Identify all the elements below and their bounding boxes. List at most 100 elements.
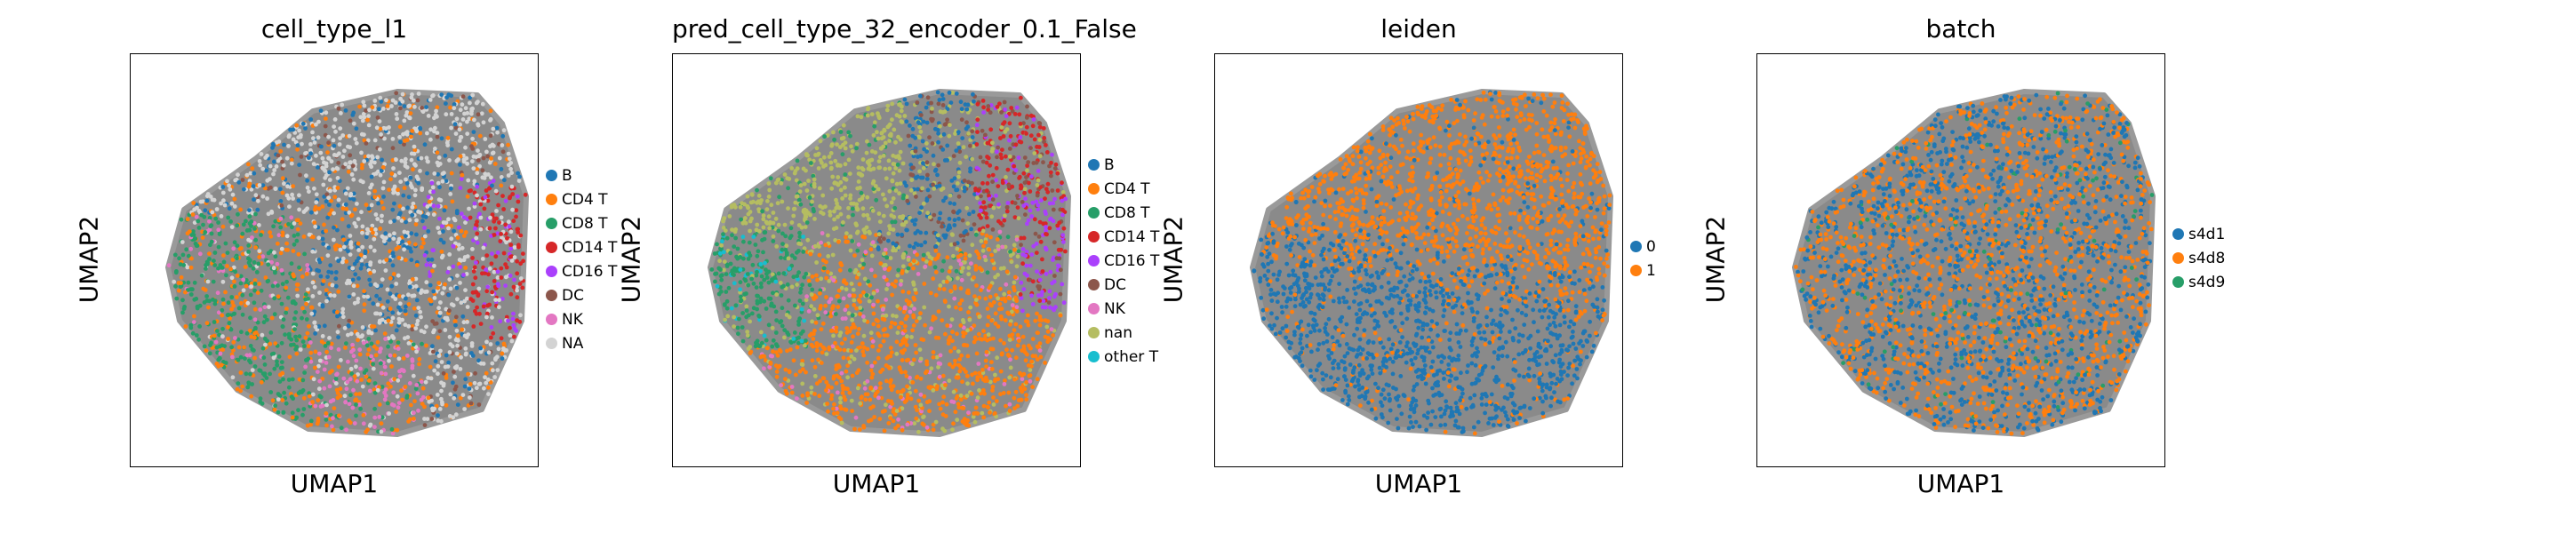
data-point xyxy=(990,388,995,393)
data-point xyxy=(948,100,954,105)
data-point xyxy=(990,346,996,352)
data-point xyxy=(465,131,470,136)
data-point xyxy=(521,251,525,256)
data-point xyxy=(256,261,261,266)
data-point xyxy=(999,110,1004,115)
data-point xyxy=(337,142,342,147)
data-point xyxy=(230,192,236,197)
data-point xyxy=(412,193,418,198)
data-point xyxy=(455,235,460,240)
data-point xyxy=(764,271,769,276)
data-point xyxy=(433,125,437,131)
data-point xyxy=(173,270,179,275)
data-point xyxy=(796,276,800,282)
data-point xyxy=(413,313,419,318)
data-point xyxy=(848,267,852,273)
data-point xyxy=(938,109,943,115)
data-point xyxy=(462,298,467,304)
data-point xyxy=(300,378,306,383)
data-point xyxy=(1015,254,1020,259)
data-point xyxy=(1047,226,1052,231)
legend-item: CD14 T xyxy=(546,235,617,259)
data-point xyxy=(937,286,942,291)
data-point xyxy=(881,144,886,149)
data-point xyxy=(276,153,281,158)
data-point xyxy=(884,313,889,318)
data-point xyxy=(499,336,504,341)
data-point xyxy=(924,259,929,264)
data-point xyxy=(973,267,979,272)
data-point xyxy=(849,398,854,403)
data-point xyxy=(302,251,307,257)
data-point xyxy=(230,258,236,262)
data-point xyxy=(388,275,393,281)
data-point xyxy=(873,184,878,188)
data-point xyxy=(412,144,417,149)
data-point xyxy=(394,157,398,163)
data-point xyxy=(373,227,378,232)
data-point xyxy=(835,373,839,378)
data-point xyxy=(319,339,324,344)
data-point xyxy=(508,161,514,165)
data-point xyxy=(521,259,525,264)
data-point xyxy=(979,208,983,213)
data-point xyxy=(322,367,327,372)
data-point xyxy=(229,225,235,229)
data-point xyxy=(292,242,297,247)
data-point xyxy=(303,292,308,297)
data-point xyxy=(405,205,410,211)
data-point xyxy=(768,354,773,358)
data-point xyxy=(397,211,403,216)
data-point xyxy=(928,290,933,296)
data-point xyxy=(352,421,357,426)
data-point xyxy=(512,255,517,260)
data-point xyxy=(921,161,925,166)
data-point xyxy=(321,279,326,283)
data-point xyxy=(1028,263,1033,268)
data-point xyxy=(1028,189,1033,194)
data-point xyxy=(836,288,842,293)
data-point xyxy=(404,180,410,186)
data-point xyxy=(869,112,875,116)
data-point xyxy=(440,253,445,259)
data-point xyxy=(921,119,926,124)
data-point xyxy=(898,306,902,311)
data-point xyxy=(935,90,940,95)
data-point xyxy=(834,329,839,334)
data-point xyxy=(891,313,895,318)
data-point xyxy=(756,249,761,254)
data-point xyxy=(451,303,456,308)
data-point xyxy=(1046,300,1052,305)
data-point xyxy=(452,218,458,223)
data-point xyxy=(761,213,766,219)
data-point xyxy=(885,103,891,108)
legend-item: CD16 T xyxy=(546,259,617,283)
data-point xyxy=(849,348,853,354)
data-point xyxy=(432,296,437,300)
data-point xyxy=(747,240,752,245)
data-point xyxy=(887,266,892,271)
data-point xyxy=(368,282,373,287)
data-point xyxy=(1063,249,1068,254)
data-point xyxy=(913,404,918,410)
data-point xyxy=(936,121,941,125)
data-point xyxy=(260,194,266,199)
data-point xyxy=(1004,175,1008,179)
data-point xyxy=(252,227,257,231)
data-point xyxy=(475,171,480,176)
data-point xyxy=(307,155,311,160)
data-point xyxy=(956,254,961,259)
data-point xyxy=(365,138,371,143)
data-point xyxy=(1055,171,1060,176)
data-point xyxy=(303,364,308,370)
data-point xyxy=(423,379,428,385)
data-point xyxy=(880,410,885,414)
data-point xyxy=(243,265,248,269)
legend-item: B xyxy=(546,163,617,187)
data-point xyxy=(828,160,834,165)
data-point xyxy=(468,395,472,400)
data-point xyxy=(943,331,948,337)
data-point xyxy=(444,353,449,358)
data-point xyxy=(388,219,393,225)
data-point xyxy=(380,165,386,170)
